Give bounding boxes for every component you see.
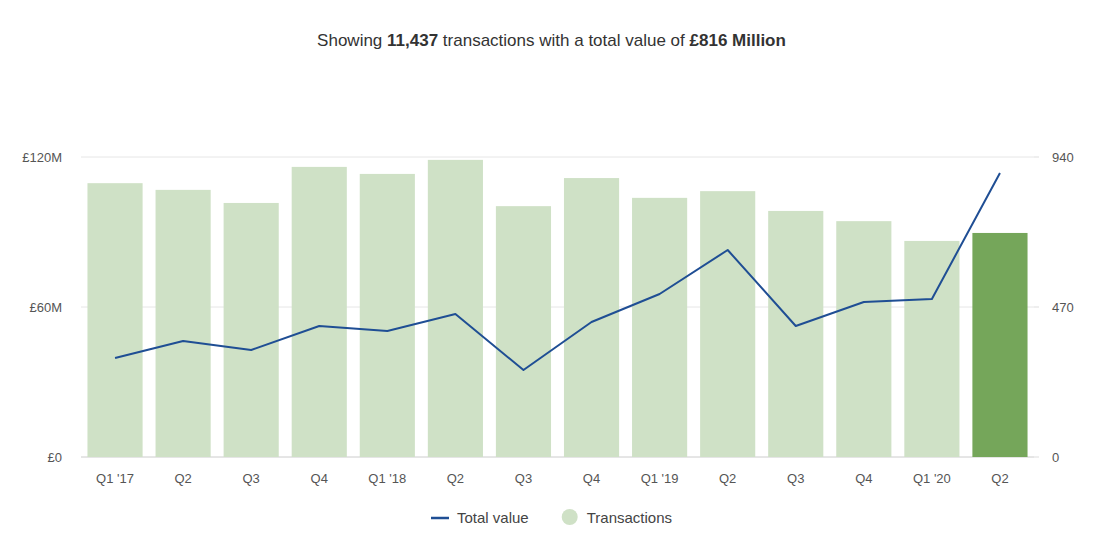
y2-tick-label: 470	[1052, 300, 1074, 315]
title: Showing 11,437 transactions with a total…	[317, 31, 786, 50]
bar	[292, 167, 347, 457]
bar	[156, 190, 211, 457]
x-tick-label: Q3	[515, 471, 532, 486]
x-tick-label: Q1 '18	[368, 471, 406, 486]
y2-tick	[1034, 307, 1039, 308]
chart: Showing 11,437 transactions with a total…	[0, 0, 1103, 541]
legend-label: Transactions	[587, 509, 672, 526]
title-part: Showing	[317, 31, 382, 50]
title-part: of	[666, 31, 685, 50]
legend-item: Total value	[431, 509, 529, 526]
bar	[972, 233, 1027, 457]
title-part: with	[535, 31, 570, 50]
x-tick-label: Q4	[855, 471, 872, 486]
y2-tick-label: 0	[1052, 450, 1059, 465]
bar	[700, 191, 755, 457]
x-tick-label: Q2	[174, 471, 191, 486]
x-tick-label: Q3	[243, 471, 260, 486]
plot-area	[87, 160, 1027, 457]
bar	[564, 178, 619, 457]
x-tick-label: Q3	[787, 471, 804, 486]
y2-tick	[1034, 157, 1039, 158]
bar	[904, 241, 959, 457]
title-part: total	[584, 31, 621, 50]
x-tick-label: Q2	[447, 471, 464, 486]
bar	[224, 203, 279, 457]
bar	[836, 221, 891, 457]
legend-item: Transactions	[562, 509, 672, 526]
x-tick-label: Q1 '17	[96, 471, 134, 486]
x-tick-label: Q1 '19	[641, 471, 679, 486]
x-tick-label: Q1 '20	[913, 471, 951, 486]
bar	[428, 160, 483, 457]
y2-tick-label: 940	[1052, 150, 1074, 165]
x-tick-label: Q4	[311, 471, 328, 486]
bar	[632, 198, 687, 457]
title-part: value	[621, 31, 666, 50]
title-part: transactions	[438, 31, 534, 50]
title-part: 11,437	[382, 31, 438, 50]
grid-line	[81, 157, 1034, 158]
x-tick-label: Q2	[719, 471, 736, 486]
bar	[768, 211, 823, 457]
line	[115, 173, 1000, 370]
bar	[496, 206, 551, 457]
legend-symbol	[431, 517, 449, 520]
title-part: a	[569, 31, 584, 50]
y-tick-label: £120M	[22, 150, 62, 165]
legend-label: Total value	[457, 509, 529, 526]
legend-symbol	[562, 509, 578, 525]
bar	[87, 183, 142, 457]
y2-tick	[1034, 457, 1039, 458]
title-part: £816	[685, 31, 728, 50]
title-part: Million	[727, 31, 786, 50]
y-tick-label: £0	[48, 450, 62, 465]
x-tick-label: Q4	[583, 471, 600, 486]
legend: Total value Transactions	[431, 509, 672, 526]
bar	[360, 174, 415, 457]
x-tick-label: Q2	[991, 471, 1008, 486]
y-tick-label: £60M	[29, 300, 62, 315]
